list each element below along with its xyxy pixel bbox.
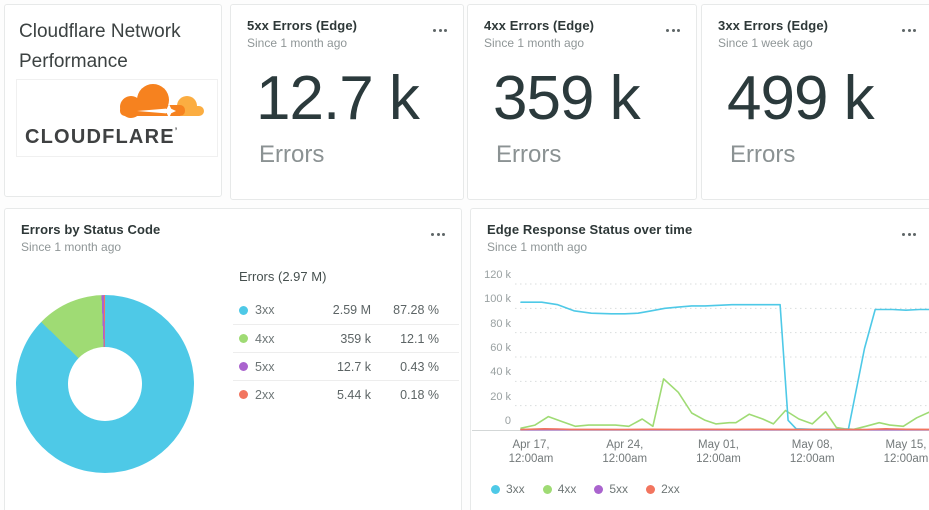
- x-axis-label: Apr 24, 12:00am: [602, 439, 648, 465]
- card-menu-icon[interactable]: [429, 229, 447, 240]
- series-line-2xx: [520, 428, 929, 431]
- x-axis-label: May 15, 12:00am: [883, 439, 929, 465]
- cloudflare-wordmark: CLOUDFLARE’: [25, 126, 179, 148]
- table-row: 5xx 12.7 k 0.43 %: [233, 352, 459, 380]
- series-color-dot: [239, 390, 248, 399]
- series-line-4xx: [520, 378, 929, 431]
- card-time-range: Since 1 month ago: [487, 240, 588, 254]
- chart-legend: 3xx 4xx 5xx 2xx: [491, 482, 680, 496]
- series-line-3xx: [520, 301, 929, 431]
- y-axis-label: 0: [504, 415, 511, 427]
- card-menu-icon[interactable]: [900, 229, 918, 240]
- dashboard-title: Cloudflare Network Performance: [19, 21, 181, 72]
- facet-percent: 0.18 %: [400, 387, 439, 402]
- y-axis-label: 40 k: [490, 366, 511, 379]
- card-title: Edge Response Status over time: [487, 222, 693, 237]
- y-axis-label: 120 k: [484, 269, 511, 281]
- card-title: Errors by Status Code: [21, 222, 161, 237]
- facet-table: Errors (2.97 M) 3xx 2.59 M 87.28 % 4xx 3…: [233, 269, 459, 408]
- x-axis-label: May 01, 12:00am: [696, 439, 741, 465]
- card-title: 4xx Errors (Edge): [484, 18, 595, 33]
- table-row: 2xx 5.44 k 0.18 %: [233, 380, 459, 408]
- billboard-unit: Errors: [496, 141, 562, 168]
- facet-percent: 87.28 %: [393, 303, 439, 317]
- series-color-dot: [646, 484, 656, 494]
- y-axis-label: 80 k: [490, 317, 511, 330]
- y-axis-label: 100 k: [484, 293, 511, 306]
- billboard-unit: Errors: [730, 141, 796, 168]
- cloudflare-logo: CLOUDFLARE’: [16, 79, 218, 157]
- facet-value: 359 k: [340, 331, 371, 346]
- billboard-card-4xx: 4xx Errors (Edge) Since 1 month ago 359 …: [467, 4, 697, 200]
- billboard-value: 499 k: [727, 64, 875, 133]
- table-row: 4xx 359 k 12.1 %: [233, 324, 459, 352]
- series-color-dot: [239, 305, 248, 315]
- table-row: 3xx 2.59 M 87.28 %: [233, 296, 459, 324]
- series-color-dot: [491, 484, 500, 494]
- series-color-dot: [594, 484, 604, 494]
- dashboard-title-card: Cloudflare Network Performance CLOUDFLAR…: [4, 4, 222, 197]
- x-axis-label: Apr 17, 12:00am: [508, 439, 554, 465]
- legend-item-4xx[interactable]: 4xx: [542, 482, 576, 496]
- errors-by-status-code-card: Errors by Status Code Since 1 month ago …: [4, 208, 462, 510]
- series-color-dot: [542, 484, 552, 494]
- series-color-dot: [239, 334, 248, 343]
- billboard-card-5xx: 5xx Errors (Edge) Since 1 month ago 12.7…: [230, 4, 464, 200]
- donut-chart[interactable]: [16, 295, 194, 473]
- card-title: 3xx Errors (Edge): [718, 18, 829, 33]
- card-menu-icon[interactable]: [431, 25, 449, 36]
- card-time-range: Since 1 month ago: [21, 240, 122, 254]
- x-axis-label: May 08, 12:00am: [789, 439, 835, 465]
- facet-value: 2.59 M: [332, 303, 371, 317]
- legend-item-2xx[interactable]: 2xx: [646, 482, 680, 496]
- facet-percent: 12.1 %: [400, 331, 439, 346]
- y-axis-label: 20 k: [490, 390, 511, 403]
- facet-table-header: Errors (2.97 M): [239, 269, 327, 284]
- line-chart[interactable]: 120 k 100 k 80 k 60 k 40 k 20 k 0 Apr 17, 12:00a…: [471, 269, 929, 498]
- series-color-dot: [239, 362, 248, 371]
- billboard-card-3xx: 3xx Errors (Edge) Since 1 week ago 499 k…: [701, 4, 929, 200]
- facet-value: 12.7 k: [336, 359, 371, 374]
- card-title: 5xx Errors (Edge): [247, 18, 358, 33]
- line-chart-canvas[interactable]: [515, 273, 929, 435]
- card-time-range: Since 1 month ago: [484, 36, 585, 50]
- billboard-unit: Errors: [259, 141, 325, 168]
- facet-value: 5.44 k: [336, 387, 371, 402]
- legend-item-5xx[interactable]: 5xx: [594, 482, 628, 496]
- edge-response-status-card: Edge Response Status over time Since 1 m…: [470, 208, 929, 510]
- billboard-value: 359 k: [493, 64, 641, 133]
- legend-item-3xx[interactable]: 3xx: [491, 482, 525, 496]
- card-menu-icon[interactable]: [900, 25, 918, 36]
- y-axis-label: 60 k: [490, 341, 511, 354]
- card-time-range: Since 1 month ago: [247, 36, 348, 50]
- card-time-range: Since 1 week ago: [718, 36, 813, 50]
- facet-percent: 0.43 %: [400, 359, 439, 374]
- cloudflare-cloud-icon: [120, 84, 204, 118]
- card-menu-icon[interactable]: [664, 25, 682, 36]
- billboard-value: 12.7 k: [256, 64, 420, 133]
